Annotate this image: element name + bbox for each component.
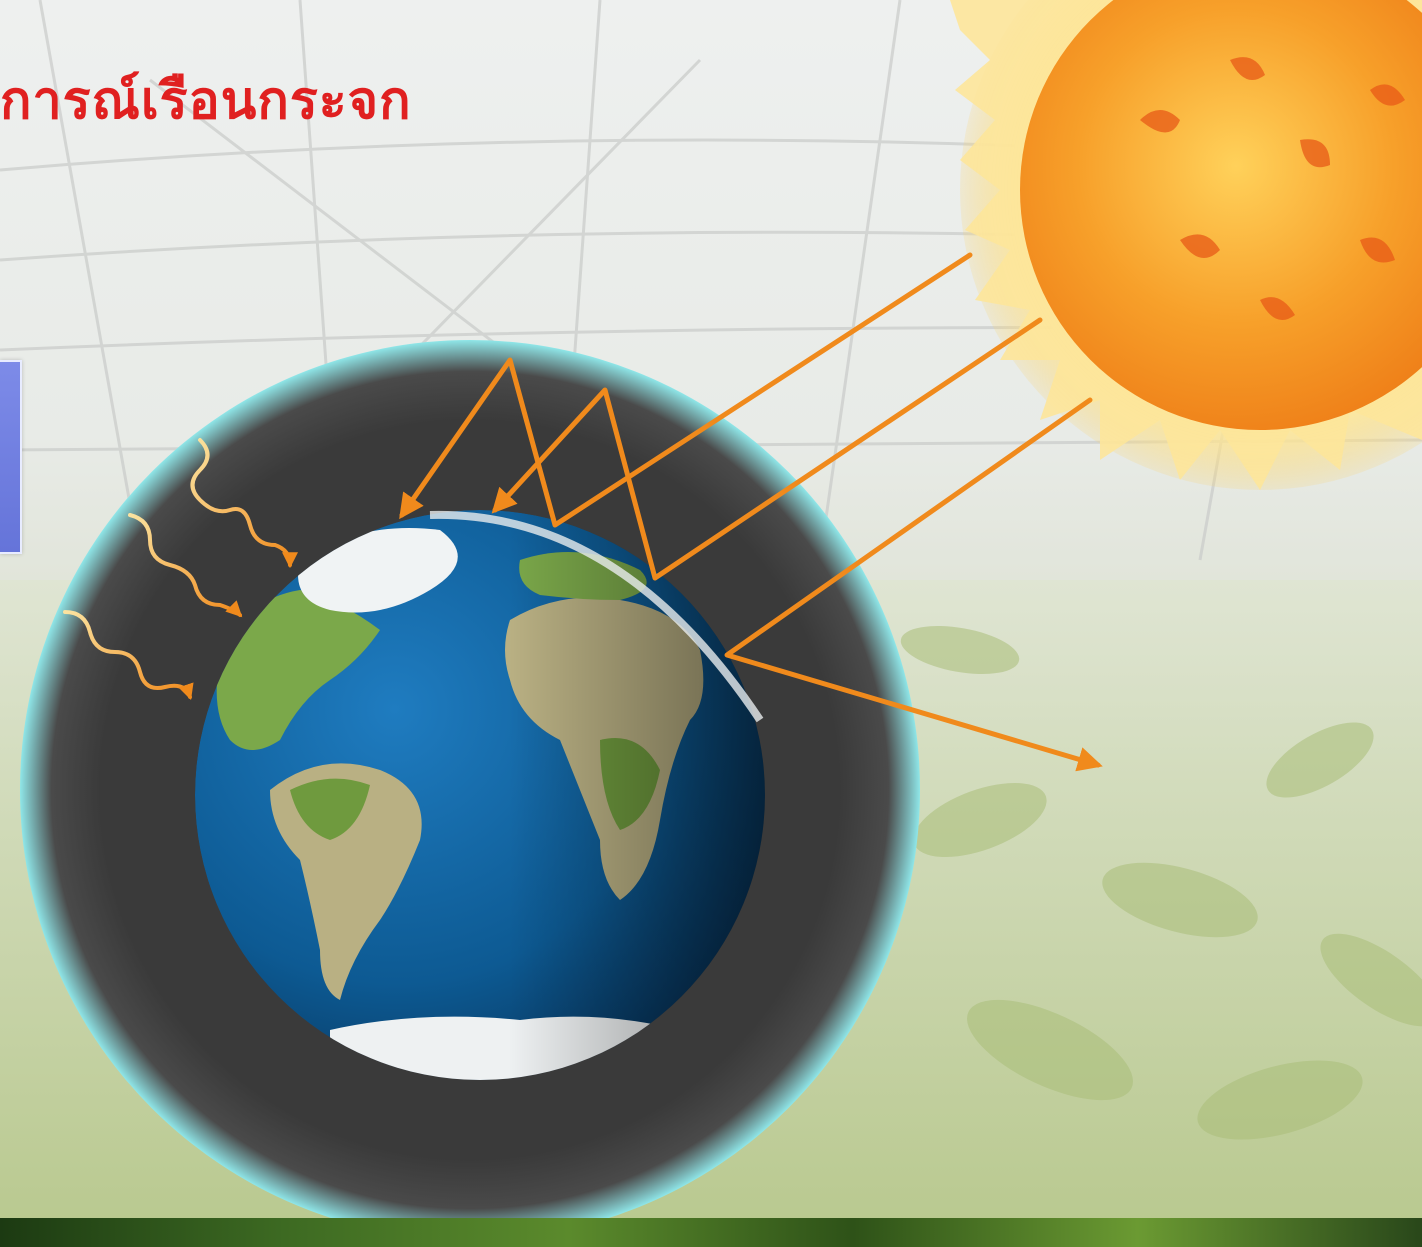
page-title: การณ์เรือนกระจก [0, 71, 412, 131]
radiation-arrow [724, 397, 1103, 772]
side-tab-block [0, 360, 22, 554]
plant-leaves [900, 625, 1422, 1140]
radiation-arrow [399, 252, 973, 528]
earth-globe-icon [195, 510, 765, 1080]
earth-rim-highlight [429, 510, 764, 723]
heat-wave-icon [128, 513, 243, 618]
heat-wave-icon [63, 610, 194, 701]
sun-disk [1020, 0, 1422, 430]
foliage-strip [0, 1218, 1422, 1247]
radiation-arrow [491, 317, 1043, 581]
heat-wave-icon [190, 438, 298, 569]
sun-surface-spots [1140, 57, 1405, 320]
